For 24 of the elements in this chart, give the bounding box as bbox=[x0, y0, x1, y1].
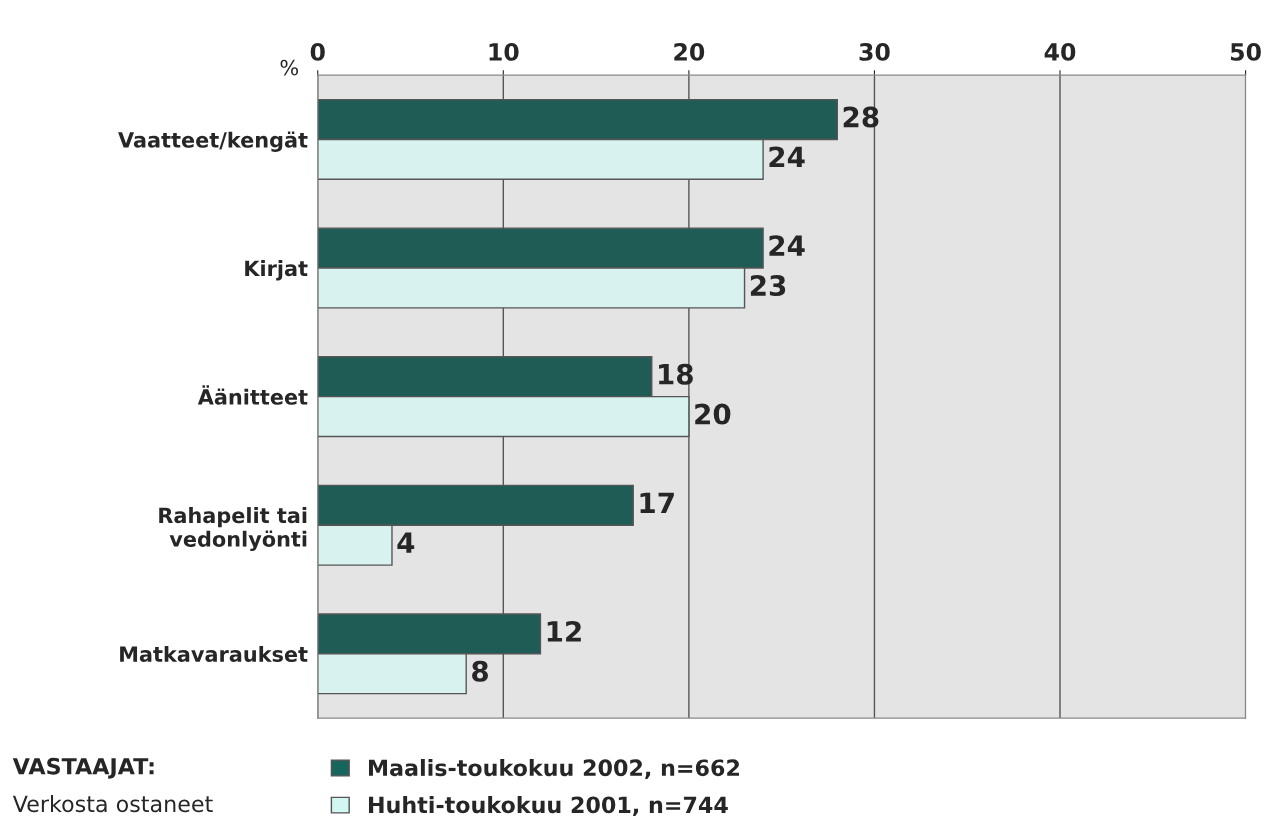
data-label: 12 bbox=[547, 620, 581, 642]
x-tick-label: 40 bbox=[1044, 42, 1076, 61]
y-tick-label: Vaatteet/kengät bbox=[118, 131, 308, 152]
x-tick-label: 30 bbox=[859, 42, 890, 61]
data-label: 24 bbox=[769, 146, 805, 168]
legend-label: Huhti-toukokuu 2001, n=744 bbox=[368, 796, 728, 817]
y-tick-label: Äänitteet bbox=[197, 385, 308, 405]
data-label: 4 bbox=[397, 532, 415, 553]
x-tick-label: 10 bbox=[489, 42, 519, 61]
x-tick-label: 50 bbox=[1230, 42, 1261, 61]
x-tick-label: 0 bbox=[310, 42, 325, 61]
data-label: 17 bbox=[640, 492, 674, 513]
data-label: 20 bbox=[695, 403, 731, 425]
legend-label: Maalis-toukokuu 2002, n=662 bbox=[368, 758, 739, 780]
data-label: 24 bbox=[769, 235, 805, 256]
x-tick-label: 20 bbox=[674, 42, 705, 61]
text: VASTAAJAT: bbox=[12, 757, 154, 779]
text: Verkosta ostaneet bbox=[12, 795, 213, 813]
x-axis-title: % bbox=[280, 59, 299, 76]
data-label: 23 bbox=[750, 275, 786, 297]
data-label: 8 bbox=[472, 660, 488, 682]
y-tick-label: Rahapelit tai vedonlyönti bbox=[159, 507, 307, 552]
y-tick-label: Matkavaraukset bbox=[120, 645, 308, 663]
y-tick-label: Kirjat bbox=[245, 260, 308, 281]
